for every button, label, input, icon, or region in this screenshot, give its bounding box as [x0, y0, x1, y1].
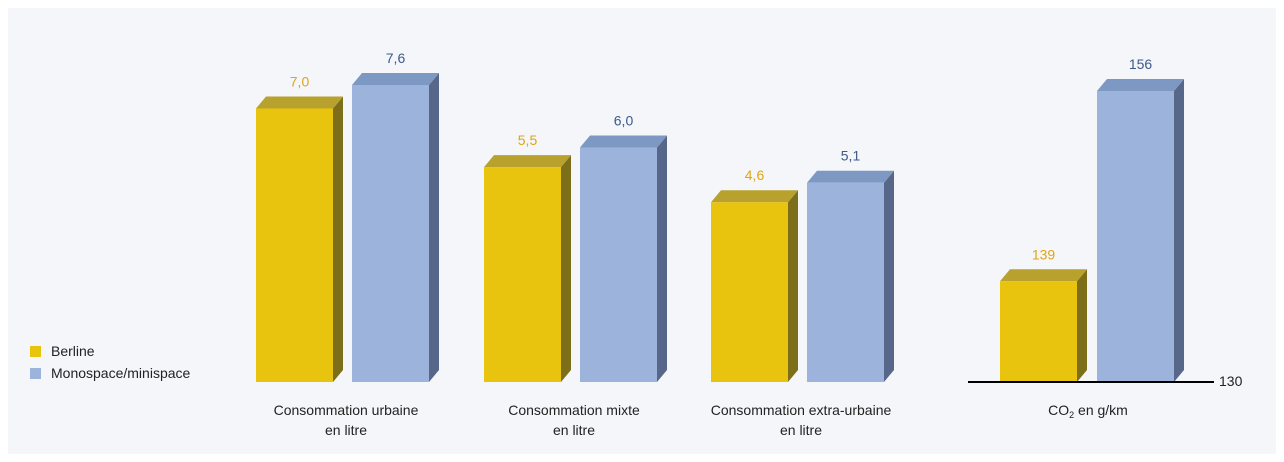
bar-value-label-monospace-minispace: 7,6 [386, 50, 406, 66]
reference-line-label: 130 [1219, 373, 1243, 389]
bar-side-face [1077, 269, 1087, 382]
legend: Berline Monospace/minispace [30, 340, 190, 384]
bar-value-label-berline: 5,5 [518, 132, 538, 148]
category-label-line1: Consommation mixte [508, 402, 640, 418]
bar-monospace-minispace-0-2 [807, 170, 894, 382]
category-label-extra-urbaine: Consommation extra-urbaine en litre [711, 400, 892, 440]
bar-front-face [256, 108, 333, 383]
category-label-line2: en litre [324, 422, 368, 438]
bar-top-face [484, 155, 571, 168]
bar-front-face [484, 167, 561, 382]
bar-top-face [256, 96, 343, 109]
bar-front-face [1097, 91, 1174, 382]
bar-value-label-berline: 4,6 [745, 167, 765, 183]
bar-monospace-minispace-0-1 [580, 135, 667, 382]
category-label-mixte: Consommation mixte en litre [508, 400, 640, 440]
bar-front-face [352, 85, 429, 382]
co2-suffix: en g/km [1074, 402, 1128, 418]
bar-top-face [352, 73, 439, 85]
bar-value-label-monospace-minispace: 5,1 [841, 148, 861, 164]
bar-top-face [711, 190, 798, 203]
category-label-line1: Consommation urbaine [273, 402, 419, 418]
bar-value-label-berline: 7,0 [290, 73, 310, 89]
bar-side-face [333, 96, 343, 383]
bar-value-label-berline: 139 [1032, 246, 1056, 262]
bar-top-face [807, 170, 894, 183]
bar-side-face [657, 135, 667, 382]
legend-label-monospace: Monospace/minispace [51, 365, 191, 381]
legend-label-berline: Berline [51, 343, 95, 359]
bar-berline-0-1 [484, 155, 571, 382]
bar-top-face [580, 135, 667, 148]
category-label-line1: Consommation extra-urbaine [710, 402, 892, 418]
co2-subscript: 2 [1069, 410, 1075, 420]
legend-item-berline: Berline [30, 340, 190, 362]
legend-swatch-monospace [30, 367, 41, 379]
bar-value-label-monospace-minispace: 156 [1129, 56, 1153, 72]
bar-side-face [429, 73, 439, 382]
bar-front-face [580, 147, 657, 382]
bar-berline-1-0 [1000, 269, 1087, 382]
co2-prefix: CO [1048, 402, 1070, 418]
bar-side-face [884, 170, 894, 382]
category-label-urbaine: Consommation urbaine en litre [274, 400, 419, 440]
bar-side-face [561, 155, 571, 382]
bars-group: 7,0 7,6 5,5 6,0 4,6 5,1 139 156 [256, 50, 1184, 383]
bar-front-face [807, 182, 884, 382]
bar-monospace-minispace-1-0 [1097, 79, 1184, 382]
bar-top-face [1000, 269, 1087, 282]
bar-side-face [1174, 79, 1184, 382]
bar-value-label-monospace-minispace: 6,0 [614, 113, 634, 129]
bar-monospace-minispace-0-0 [352, 73, 439, 382]
bar-front-face [1000, 281, 1077, 382]
bar-berline-0-0 [256, 96, 343, 383]
category-label-co2: CO2 en g/km [1048, 400, 1128, 420]
bar-front-face [711, 202, 788, 382]
bar-berline-0-2 [711, 190, 798, 382]
category-label-line2: en litre [779, 422, 823, 438]
legend-swatch-berline [30, 345, 41, 357]
bar-top-face [1097, 79, 1184, 91]
legend-item-monospace: Monospace/minispace [30, 362, 190, 384]
category-label-line2: en litre [552, 422, 596, 438]
bar-side-face [788, 190, 798, 382]
co2-label: CO2 en g/km [1048, 400, 1128, 420]
